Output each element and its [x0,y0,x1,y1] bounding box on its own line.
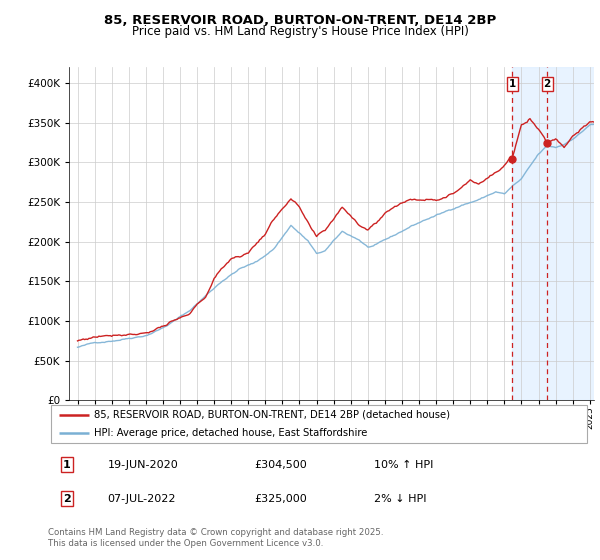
Text: 10% ↑ HPI: 10% ↑ HPI [374,460,433,470]
Text: 85, RESERVOIR ROAD, BURTON-ON-TRENT, DE14 2BP (detached house): 85, RESERVOIR ROAD, BURTON-ON-TRENT, DE1… [94,409,450,419]
Text: HPI: Average price, detached house, East Staffordshire: HPI: Average price, detached house, East… [94,428,368,438]
Text: 2: 2 [544,79,551,89]
Text: Price paid vs. HM Land Registry's House Price Index (HPI): Price paid vs. HM Land Registry's House … [131,25,469,38]
FancyBboxPatch shape [51,405,587,443]
Text: 07-JUL-2022: 07-JUL-2022 [108,494,176,503]
Text: 2% ↓ HPI: 2% ↓ HPI [374,494,426,503]
Text: 1: 1 [63,460,71,470]
Text: 1: 1 [509,79,516,89]
Text: £304,500: £304,500 [254,460,307,470]
Text: Contains HM Land Registry data © Crown copyright and database right 2025.
This d: Contains HM Land Registry data © Crown c… [48,528,383,548]
Text: 85, RESERVOIR ROAD, BURTON-ON-TRENT, DE14 2BP: 85, RESERVOIR ROAD, BURTON-ON-TRENT, DE1… [104,14,496,27]
Text: £325,000: £325,000 [254,494,307,503]
Text: 19-JUN-2020: 19-JUN-2020 [108,460,178,470]
Text: 2: 2 [63,494,71,503]
Bar [512,67,598,400]
